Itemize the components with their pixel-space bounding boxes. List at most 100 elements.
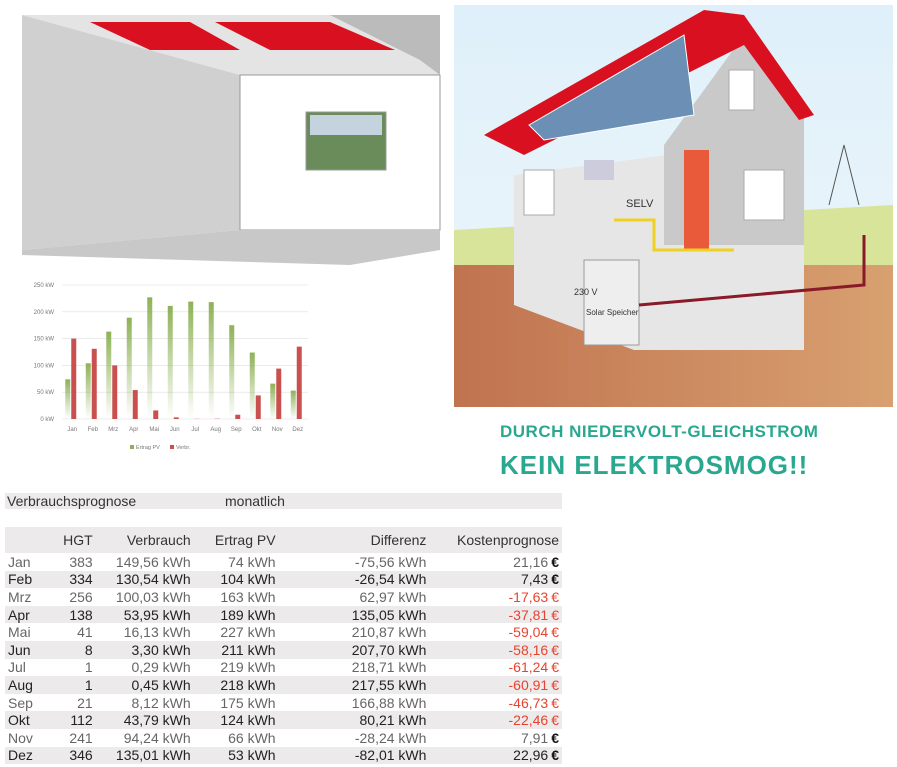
table-cell: -26,54 kWh bbox=[305, 570, 430, 589]
bar-verbr bbox=[235, 414, 241, 419]
table-cell: 163 kWh bbox=[220, 588, 276, 605]
room-illustration bbox=[22, 15, 441, 265]
y-tick-label: 50 kW bbox=[37, 390, 54, 396]
bar-verbr bbox=[112, 365, 118, 419]
cost-value: -17,63 bbox=[508, 588, 549, 605]
forecast-period: monatlich bbox=[225, 493, 285, 509]
x-tick-label: Okt bbox=[252, 427, 262, 433]
table-cell: Apr bbox=[5, 605, 54, 624]
table-cell: -58,16 € bbox=[429, 640, 562, 659]
table-cell: 16,13 kWh bbox=[123, 624, 191, 641]
forecast-title: Verbrauchsprognose bbox=[7, 493, 137, 509]
bar-verbr bbox=[276, 368, 282, 419]
table-cell: 211 kWh bbox=[193, 640, 306, 659]
table-cell: 218 kWh bbox=[193, 676, 306, 694]
selv-label: SELV bbox=[626, 198, 654, 210]
storage-label: Solar Speicher bbox=[586, 308, 639, 317]
table-cell: -28,24 kWh bbox=[354, 729, 427, 746]
y-tick-label: 100 kW bbox=[34, 363, 55, 369]
cost-value: 7,91 bbox=[520, 729, 549, 746]
legend-swatch-verbr bbox=[170, 445, 174, 449]
table-cell: 41 bbox=[77, 624, 93, 641]
currency-symbol: € bbox=[551, 553, 559, 570]
table-cell: 100,03 kWh bbox=[115, 588, 191, 605]
bar-ertrag-pv bbox=[249, 352, 255, 419]
slogan-line2: KEIN ELEKTROSMOG!! bbox=[500, 450, 809, 480]
table-cell: 1 bbox=[53, 676, 96, 694]
table-cell: 0,29 kWh bbox=[131, 659, 191, 676]
bar-ertrag-pv bbox=[106, 331, 112, 419]
cost-value: -37,81 bbox=[508, 606, 549, 623]
cost-value: -60,91 bbox=[508, 676, 549, 693]
table-cell: -59,04 € bbox=[429, 623, 562, 641]
table-cell: 149,56 kWh bbox=[115, 553, 191, 570]
legend-label-verbr: Verbr. bbox=[176, 445, 191, 451]
currency-symbol: € bbox=[551, 729, 559, 746]
currency-symbol: € bbox=[551, 641, 559, 658]
table-cell: 53 kWh bbox=[193, 746, 306, 765]
table-cell: 53,95 kWh bbox=[95, 605, 194, 624]
table-cell: 135,05 kWh bbox=[305, 605, 430, 624]
cost-value: 22,96 bbox=[513, 747, 549, 764]
forecast-header: Verbrauchsprognose monatlich bbox=[5, 493, 562, 509]
table-row: Aug 1 0,45 kWh 218 kWh 217,55 kWh -60,91 € bbox=[5, 676, 562, 694]
currency-symbol: € bbox=[551, 606, 559, 623]
table-row: Mai 41 16,13 kWh 227 kWh 210,87 kWh -59,04 € bbox=[5, 623, 562, 641]
table-row: Jan 383 149,56 kWh 74 kWh -75,56 kWh 21,16 € bbox=[5, 553, 562, 571]
table-row: Jul 1 0,29 kWh 219 kWh 218,71 kWh -61,24 € bbox=[5, 659, 562, 677]
legend-label-pv: Ertrag PV bbox=[136, 445, 160, 451]
table-cell: 94,24 kWh bbox=[123, 729, 191, 746]
table-cell: -75,56 kWh bbox=[354, 553, 427, 570]
cost-value: 7,43 bbox=[520, 571, 549, 588]
table-cell: Jul bbox=[8, 659, 26, 676]
table-cell: 219 kWh bbox=[220, 659, 276, 676]
table-cell: 7,91 € bbox=[429, 729, 562, 747]
table-cell: 346 bbox=[53, 746, 96, 765]
legend-swatch-pv bbox=[130, 445, 134, 449]
table-cell: 3,30 kWh bbox=[95, 640, 194, 659]
table-cell: 62,97 kWh bbox=[359, 588, 427, 605]
x-tick-label: Mai bbox=[149, 427, 159, 433]
currency-symbol: € bbox=[551, 747, 559, 764]
table-cell: Okt bbox=[5, 711, 54, 729]
x-tick-label: Aug bbox=[210, 427, 221, 433]
table-cell: Mrz bbox=[8, 588, 32, 605]
table-row: Okt 112 43,79 kWh 124 kWh 80,21 kWh -22,46 € bbox=[5, 711, 562, 729]
table-cell: -22,46 € bbox=[429, 711, 562, 729]
table-cell: 0,45 kWh bbox=[95, 676, 194, 694]
bar-ertrag-pv bbox=[229, 325, 235, 419]
bar-ertrag-pv bbox=[167, 305, 173, 419]
table-cell: 43,79 kWh bbox=[95, 711, 194, 729]
currency-symbol: € bbox=[551, 676, 559, 693]
table-cell: 138 bbox=[53, 605, 96, 624]
table-cell: 21 bbox=[77, 694, 93, 711]
table-cell: -82,01 kWh bbox=[305, 746, 430, 765]
table-cell: 112 bbox=[53, 711, 96, 729]
cost-value: 21,16 bbox=[513, 553, 549, 570]
table-cell: -17,63 € bbox=[429, 588, 562, 606]
table-cell: 8 bbox=[53, 640, 96, 659]
bar-verbr bbox=[153, 410, 159, 419]
bar-ertrag-pv bbox=[270, 383, 276, 419]
230v-label: 230 V bbox=[574, 287, 598, 297]
bar-verbr bbox=[173, 417, 179, 419]
y-tick-label: 200 kW bbox=[34, 310, 55, 316]
table-row: Dez 346 135,01 kWh 53 kWh -82,01 kWh 22,96 € bbox=[5, 746, 562, 765]
column-header bbox=[5, 527, 54, 553]
x-tick-label: Sep bbox=[231, 427, 242, 433]
column-header: Verbrauch bbox=[95, 527, 194, 553]
x-tick-label: Dez bbox=[292, 427, 303, 433]
column-header: Ertrag PV bbox=[193, 527, 306, 553]
table-cell: 80,21 kWh bbox=[305, 711, 430, 729]
table-cell: -61,24 € bbox=[429, 659, 562, 677]
table-cell: 383 bbox=[69, 553, 93, 570]
table-cell: 256 bbox=[69, 588, 93, 605]
bar-verbr bbox=[255, 395, 261, 419]
y-tick-label: 250 kW bbox=[34, 283, 55, 289]
currency-symbol: € bbox=[551, 624, 559, 641]
bar-ertrag-pv bbox=[85, 363, 91, 419]
table-cell: -37,81 € bbox=[429, 605, 562, 624]
table-cell: 241 bbox=[69, 729, 93, 746]
bar-ertrag-pv bbox=[290, 390, 296, 419]
currency-symbol: € bbox=[551, 571, 559, 588]
